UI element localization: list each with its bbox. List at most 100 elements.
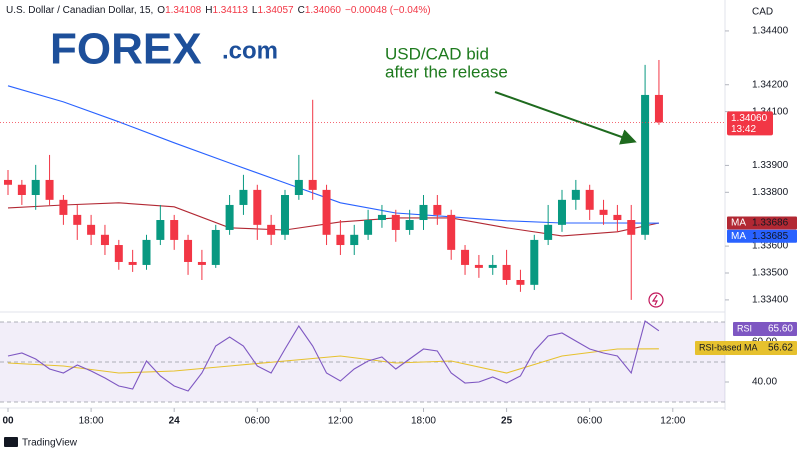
candle-body xyxy=(211,229,220,265)
ma-label-box xyxy=(727,229,797,243)
candle-body xyxy=(377,214,386,221)
x-tick-label: 24 xyxy=(169,416,181,427)
ohlc-item: H1.34113 xyxy=(205,5,248,16)
candle-body xyxy=(322,189,331,235)
candle-body xyxy=(267,224,276,235)
candle-body xyxy=(87,224,96,235)
rsi-tick-label: 40.00 xyxy=(752,377,777,388)
rsi-label-box xyxy=(695,341,797,355)
candle-body xyxy=(156,220,165,240)
ohlc-item: L1.34057 xyxy=(252,5,294,16)
candle-body xyxy=(308,179,317,190)
candle-body xyxy=(128,261,137,265)
logo-brand: FOREX xyxy=(50,25,202,74)
candle-body xyxy=(184,239,193,262)
candle-body xyxy=(599,209,608,215)
candle-body xyxy=(530,239,539,285)
ohlc-item: C1.34060 xyxy=(298,5,341,16)
ohlc-item: O1.34108 xyxy=(157,5,201,16)
rsi-label-name: RSI-based MA xyxy=(699,342,758,352)
candle-body xyxy=(350,234,359,246)
candle-body xyxy=(294,179,303,195)
candle-body xyxy=(197,261,206,265)
countdown-label: 13:42 xyxy=(731,124,756,135)
candle-body xyxy=(280,195,289,235)
candle-body xyxy=(641,94,650,235)
ohlc-item: −0.00048 (−0.04%) xyxy=(345,5,431,16)
header: U.S. Dollar / Canadian Dollar, 15, O1.341… xyxy=(6,5,435,16)
candle-body xyxy=(433,204,442,215)
candle-body xyxy=(253,189,262,225)
candle-body xyxy=(488,264,497,268)
ma-label-value: 1.33685 xyxy=(752,231,789,242)
last-price-box xyxy=(727,111,773,136)
currency-label: CAD xyxy=(752,7,773,18)
header-title: U.S. Dollar / Canadian Dollar, 15, xyxy=(6,5,154,16)
candle-body xyxy=(239,189,248,205)
candle-body xyxy=(654,94,663,123)
x-tick-label: 25 xyxy=(501,416,513,427)
ohlc-value: 1.34108 xyxy=(165,5,202,16)
candle-body xyxy=(114,245,123,262)
ohlc-key: C xyxy=(297,5,305,16)
candle-body xyxy=(571,189,580,200)
x-tick-label: 18:00 xyxy=(411,416,436,427)
x-tick-label: 00 xyxy=(2,416,14,427)
candle-body xyxy=(59,199,68,215)
rsi-line xyxy=(7,348,659,374)
y-tick-label: 1.33500 xyxy=(752,268,789,279)
rsi-label-name: RSI xyxy=(737,323,752,333)
candle-body xyxy=(461,249,470,265)
candle-body xyxy=(419,204,428,221)
ma-label-box xyxy=(727,216,797,230)
y-tick-label: 1.33900 xyxy=(752,160,789,171)
x-tick-label: 18:00 xyxy=(79,416,104,427)
last-price-label: 1.34060 xyxy=(731,113,768,124)
candle-body xyxy=(447,214,456,250)
candle-body xyxy=(627,220,636,235)
ohlc-value: 1.34057 xyxy=(257,5,294,16)
candle-body xyxy=(100,234,109,246)
event-icon xyxy=(651,294,658,306)
logo-suffix: .com xyxy=(222,37,278,64)
candle-body xyxy=(613,214,622,221)
y-tick-label: 1.34400 xyxy=(752,26,789,37)
rsi-label-box xyxy=(733,322,797,336)
footer-logo xyxy=(4,437,18,447)
candle-body xyxy=(364,220,373,235)
ohlc-key: H xyxy=(205,5,213,16)
candle-body xyxy=(502,264,511,280)
candle-body xyxy=(45,179,54,200)
candle-body xyxy=(405,220,414,230)
x-tick-label: 06:00 xyxy=(577,416,602,427)
candle-body xyxy=(391,214,400,230)
ohlc-value: 1.34060 xyxy=(304,5,341,16)
candle-body xyxy=(516,279,525,285)
candle-body xyxy=(4,179,13,185)
annotation: USD/CAD bid xyxy=(385,44,489,63)
y-tick-label: 1.33600 xyxy=(752,241,789,252)
candle-body xyxy=(142,239,151,265)
candle-body xyxy=(585,189,594,210)
x-tick-label: 12:00 xyxy=(660,416,685,427)
ma-label-name: MA xyxy=(731,218,746,229)
candle-body xyxy=(544,224,553,240)
y-tick-label: 1.33400 xyxy=(752,295,789,306)
y-tick-label: 1.34200 xyxy=(752,79,789,90)
candle-body xyxy=(225,204,234,230)
candle-body xyxy=(17,184,26,195)
ma-label-name: MA xyxy=(731,231,746,242)
ohlc-key: L xyxy=(251,5,258,16)
y-tick-label: 1.33800 xyxy=(752,187,789,198)
event-icon xyxy=(648,292,664,308)
annotation: after the release xyxy=(385,62,508,81)
candle-body xyxy=(474,264,483,268)
candle-body xyxy=(31,179,40,195)
rsi-label-value: 65.60 xyxy=(768,324,793,335)
ohlc-value: 1.34113 xyxy=(212,5,248,16)
candle-body xyxy=(336,234,345,246)
rsi-label-value: 56.62 xyxy=(768,343,793,354)
annotation-arrow xyxy=(494,91,637,145)
